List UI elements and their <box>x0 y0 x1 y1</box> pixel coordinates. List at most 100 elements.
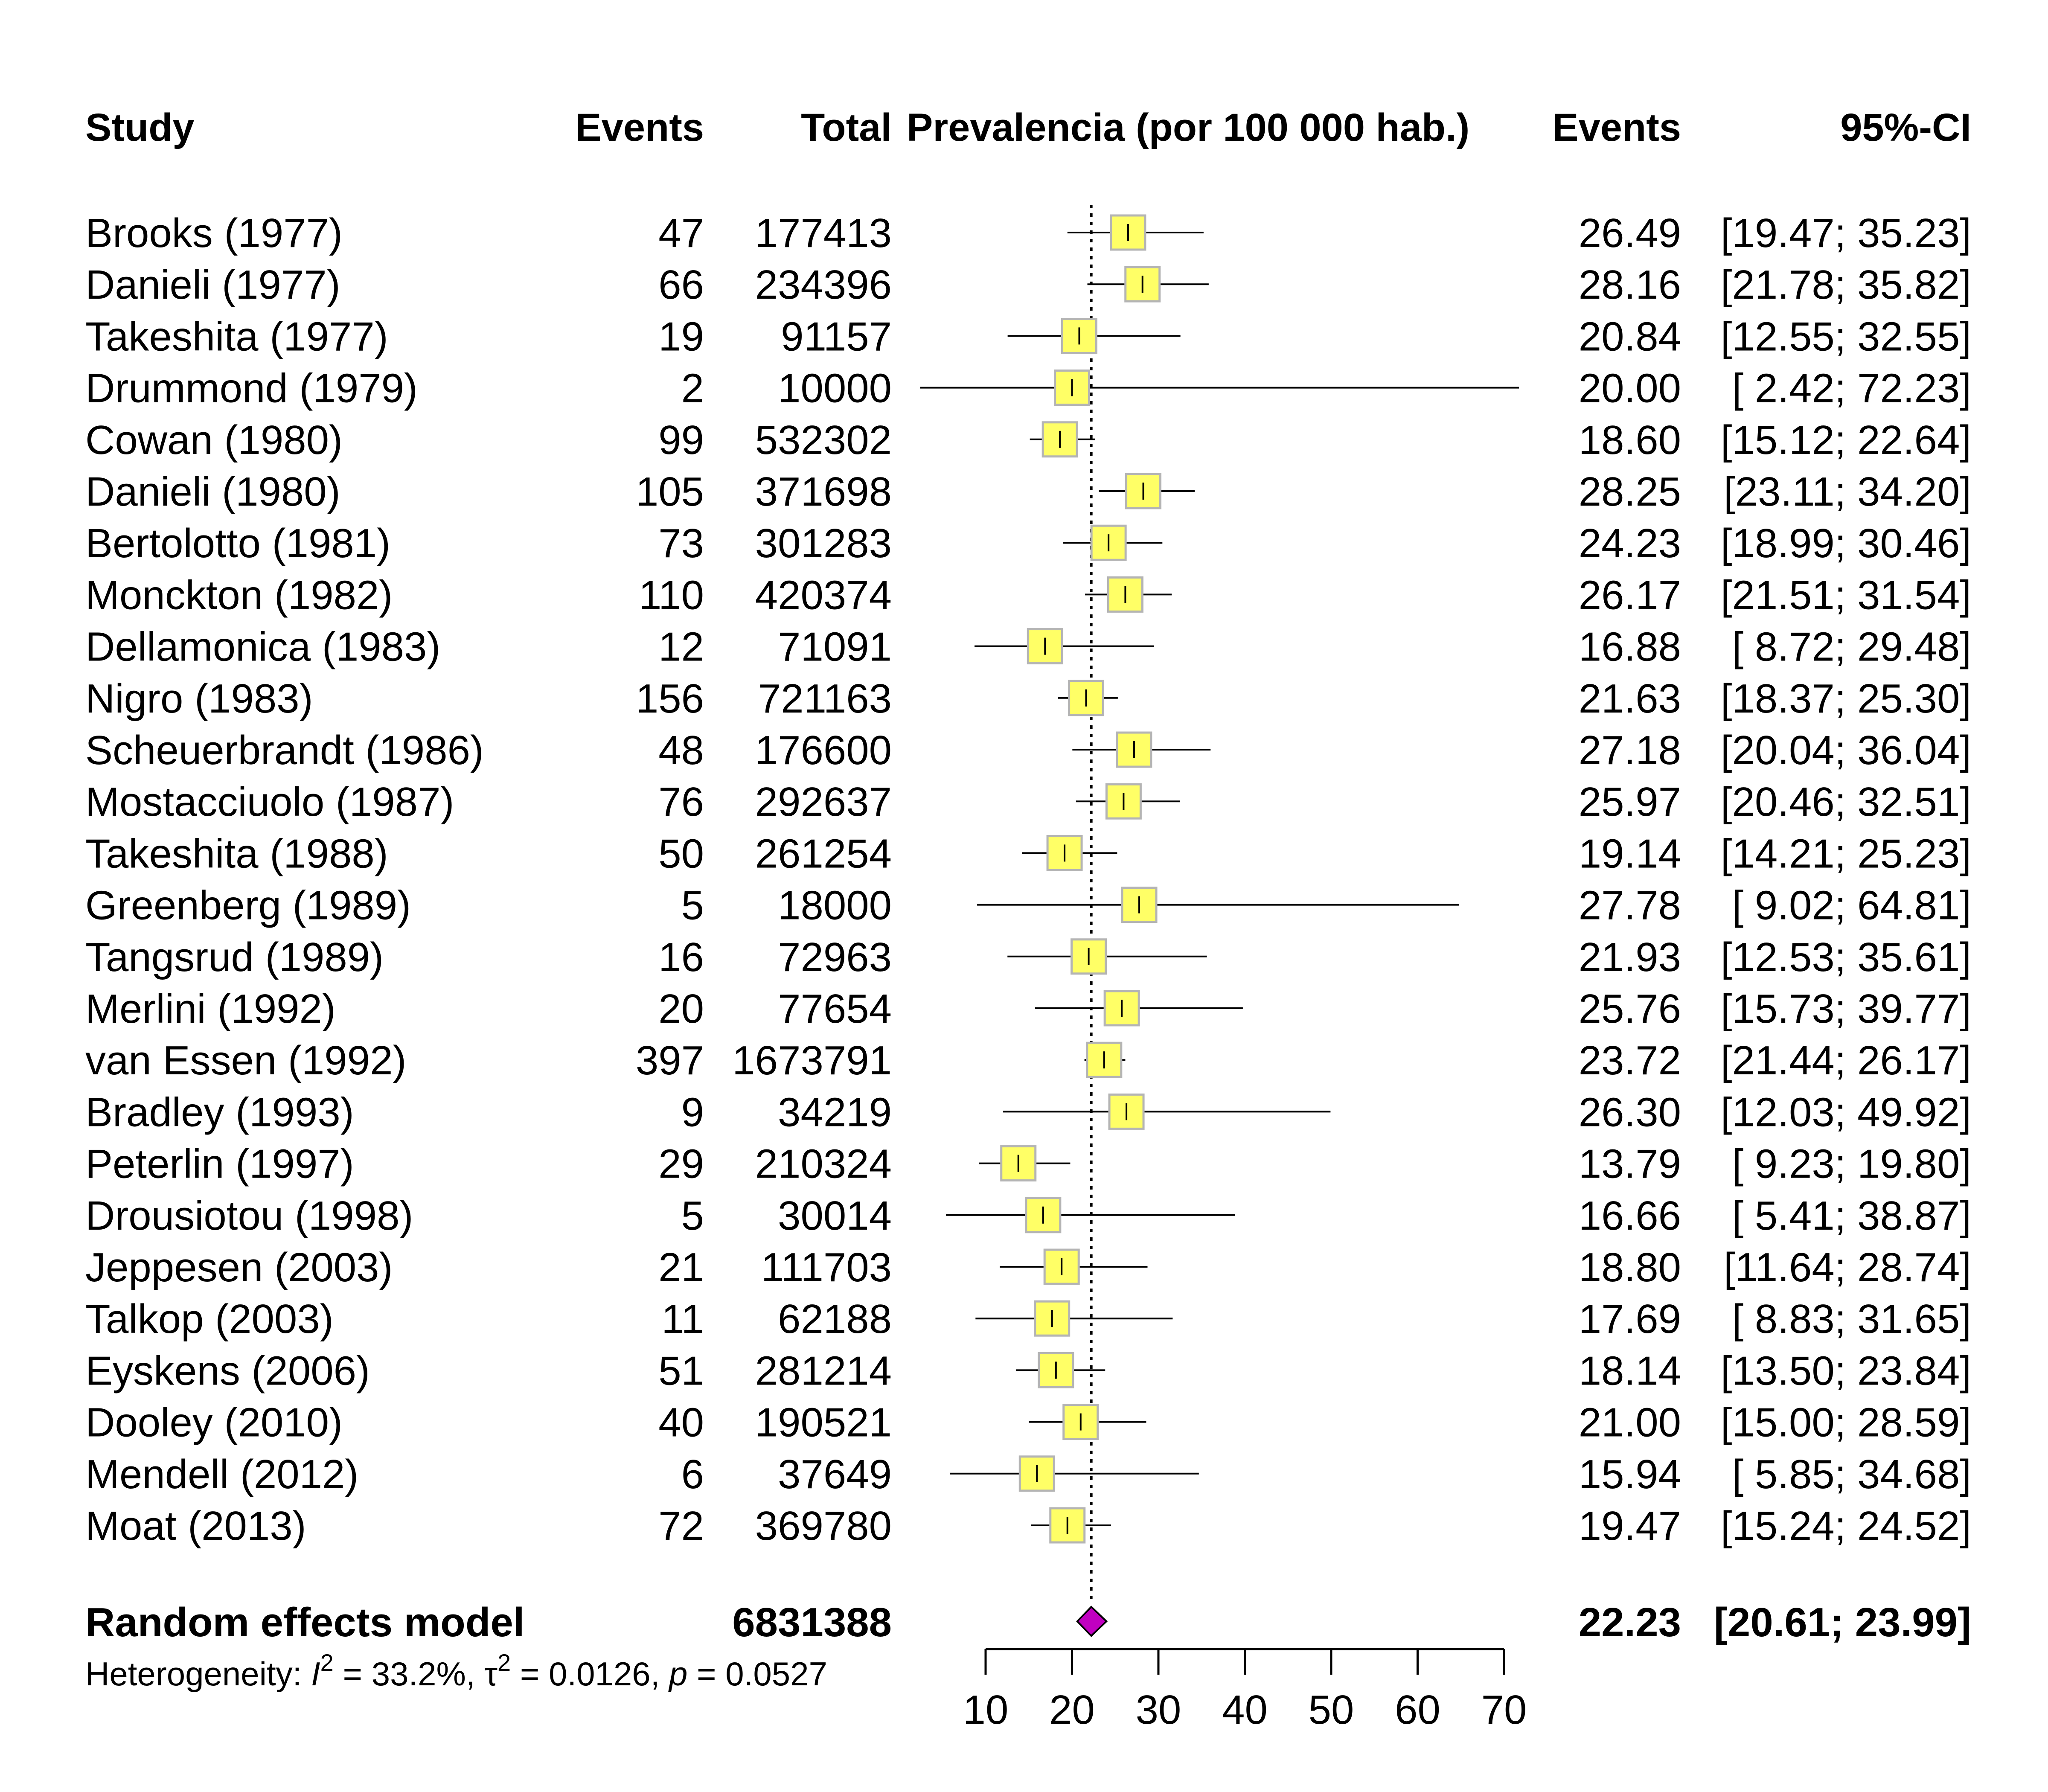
study-total: 292637 <box>755 779 892 825</box>
study-total: 721163 <box>758 676 892 721</box>
study-estimate: 26.17 <box>1579 572 1681 618</box>
study-total: 281214 <box>755 1348 892 1393</box>
study-estimate: 21.00 <box>1579 1400 1681 1446</box>
study-name: van Essen (1992) <box>85 1038 406 1083</box>
study-row: Takeshita (1988) 50 261254 19.14 [14.21; 25.… <box>85 831 1971 876</box>
study-row: Drousiotou (1998) 5 30014 16.66 [ 5.41; 38.8… <box>85 1193 1971 1239</box>
study-total: 301283 <box>755 521 892 566</box>
study-events: 72 <box>658 1503 704 1549</box>
study-total: 420374 <box>755 572 892 618</box>
study-events: 50 <box>658 831 704 876</box>
study-total: 111703 <box>761 1245 892 1290</box>
study-total: 177413 <box>755 210 892 256</box>
x-axis: 10 20 30 40 50 60 70 <box>963 1648 1527 1733</box>
study-name: Tangsrud (1989) <box>85 934 384 980</box>
study-ci: [ 5.41; 38.87] <box>1732 1193 1971 1239</box>
study-name: Cowan (1980) <box>85 417 343 463</box>
study-name: Dooley (2010) <box>85 1400 343 1446</box>
study-estimate: 27.78 <box>1579 883 1681 928</box>
study-events: 5 <box>681 1193 704 1239</box>
study-events: 48 <box>658 727 704 773</box>
study-ci: [15.12; 22.64] <box>1721 417 1971 463</box>
study-name: Takeshita (1988) <box>85 831 388 876</box>
study-row: Dellamonica (1983) 12 71091 16.88 [ 8.72; 29… <box>85 624 1971 670</box>
x-axis-tick-label: 10 <box>963 1687 1009 1733</box>
study-events: 66 <box>658 262 704 308</box>
study-name: Peterlin (1997) <box>85 1141 354 1187</box>
study-estimate: 19.14 <box>1579 831 1681 876</box>
x-axis-tick-label: 50 <box>1309 1687 1354 1733</box>
study-ci: [15.73; 39.77] <box>1721 986 1971 1032</box>
study-row: Brooks (1977) 47 177413 26.49 [19.47; 35.23] <box>85 210 1971 256</box>
study-ci: [14.21; 25.23] <box>1721 831 1971 876</box>
study-events: 110 <box>639 572 704 618</box>
study-total: 371698 <box>755 469 892 515</box>
study-row: Dooley (2010) 40 190521 21.00 [15.00; 28.59] <box>85 1400 1971 1446</box>
study-row: Mendell (2012) 6 37649 15.94 [ 5.85; 34.68] <box>85 1452 1971 1497</box>
study-events: 40 <box>658 1400 704 1446</box>
study-events: 76 <box>658 779 704 825</box>
pooled-label: Random effects model <box>85 1600 525 1645</box>
study-ci: [23.11; 34.20] <box>1724 469 1971 515</box>
study-events: 11 <box>661 1296 704 1342</box>
study-row: Scheuerbrandt (1986) 48 176600 27.18 [20.04;… <box>85 727 1971 773</box>
study-row: Bradley (1993) 9 34219 26.30 [12.03; 49.92] <box>85 1089 1971 1135</box>
study-total: 71091 <box>778 624 892 670</box>
study-total: 1673791 <box>732 1038 892 1083</box>
study-ci: [ 9.23; 19.80] <box>1732 1141 1971 1187</box>
study-events: 2 <box>681 366 704 411</box>
study-events: 47 <box>658 210 704 256</box>
study-total: 37649 <box>778 1452 892 1497</box>
study-events: 99 <box>658 417 704 463</box>
study-total: 62188 <box>778 1296 892 1342</box>
study-row: Bertolotto (1981) 73 301283 24.23 [18.99; 30… <box>85 521 1971 566</box>
study-row: Takeshita (1977) 19 91157 20.84 [12.55; 32.5… <box>85 314 1971 359</box>
study-weight-box <box>1110 214 1146 251</box>
study-row: Nigro (1983) 156 721163 21.63 [18.37; 25.30] <box>85 676 1971 721</box>
study-events: 19 <box>658 314 704 359</box>
study-ci: [15.00; 28.59] <box>1721 1400 1971 1446</box>
study-events: 20 <box>658 986 704 1032</box>
study-total: 369780 <box>755 1503 892 1549</box>
study-name: Monckton (1982) <box>85 572 393 618</box>
study-total: 234396 <box>755 262 892 308</box>
study-weight-box <box>1049 1507 1086 1544</box>
x-axis-tick-label: 30 <box>1136 1687 1181 1733</box>
study-estimate: 20.84 <box>1579 314 1681 359</box>
study-total: 91157 <box>781 314 892 359</box>
pooled-total: 6831388 <box>732 1600 892 1645</box>
x-axis-tick-label: 60 <box>1395 1687 1440 1733</box>
study-estimate: 18.80 <box>1579 1245 1681 1290</box>
study-estimate: 27.18 <box>1579 727 1681 773</box>
study-ci: [18.37; 25.30] <box>1721 676 1971 721</box>
header-study: Study <box>85 106 195 149</box>
study-ci: [19.47; 35.23] <box>1721 210 1971 256</box>
study-estimate: 21.93 <box>1579 934 1681 980</box>
study-estimate: 17.69 <box>1579 1296 1681 1342</box>
heterogeneity-text: Heterogeneity: I2 = 33.2%, τ2 = 0.0126, … <box>85 1649 827 1693</box>
study-total: 18000 <box>778 883 892 928</box>
study-estimate: 26.49 <box>1579 210 1681 256</box>
study-estimate: 28.25 <box>1579 469 1681 515</box>
study-estimate: 26.30 <box>1579 1089 1681 1135</box>
study-ci: [18.99; 30.46] <box>1721 521 1971 566</box>
study-row: Moat (2013) 72 369780 19.47 [15.24; 24.52] <box>85 1503 1971 1549</box>
study-name: Nigro (1983) <box>85 676 313 721</box>
study-events: 73 <box>658 521 704 566</box>
study-ci: [15.24; 24.52] <box>1721 1503 1971 1549</box>
pooled-diamond <box>1076 1606 1108 1637</box>
header-events-right: Events <box>1552 106 1681 149</box>
study-name: Mendell (2012) <box>85 1452 358 1497</box>
study-estimate: 25.76 <box>1579 986 1681 1032</box>
study-total: 190521 <box>755 1400 892 1446</box>
study-events: 397 <box>636 1038 704 1083</box>
study-ci: [21.44; 26.17] <box>1721 1038 1971 1083</box>
study-row: Greenberg (1989) 5 18000 27.78 [ 9.02; 64.81… <box>85 883 1971 928</box>
study-estimate: 13.79 <box>1579 1141 1681 1187</box>
study-name: Takeshita (1977) <box>85 314 388 359</box>
study-total: 34219 <box>778 1089 892 1135</box>
study-total: 30014 <box>778 1193 892 1239</box>
study-estimate: 21.63 <box>1579 676 1681 721</box>
study-total: 77654 <box>778 986 892 1032</box>
study-name: Brooks (1977) <box>85 210 343 256</box>
